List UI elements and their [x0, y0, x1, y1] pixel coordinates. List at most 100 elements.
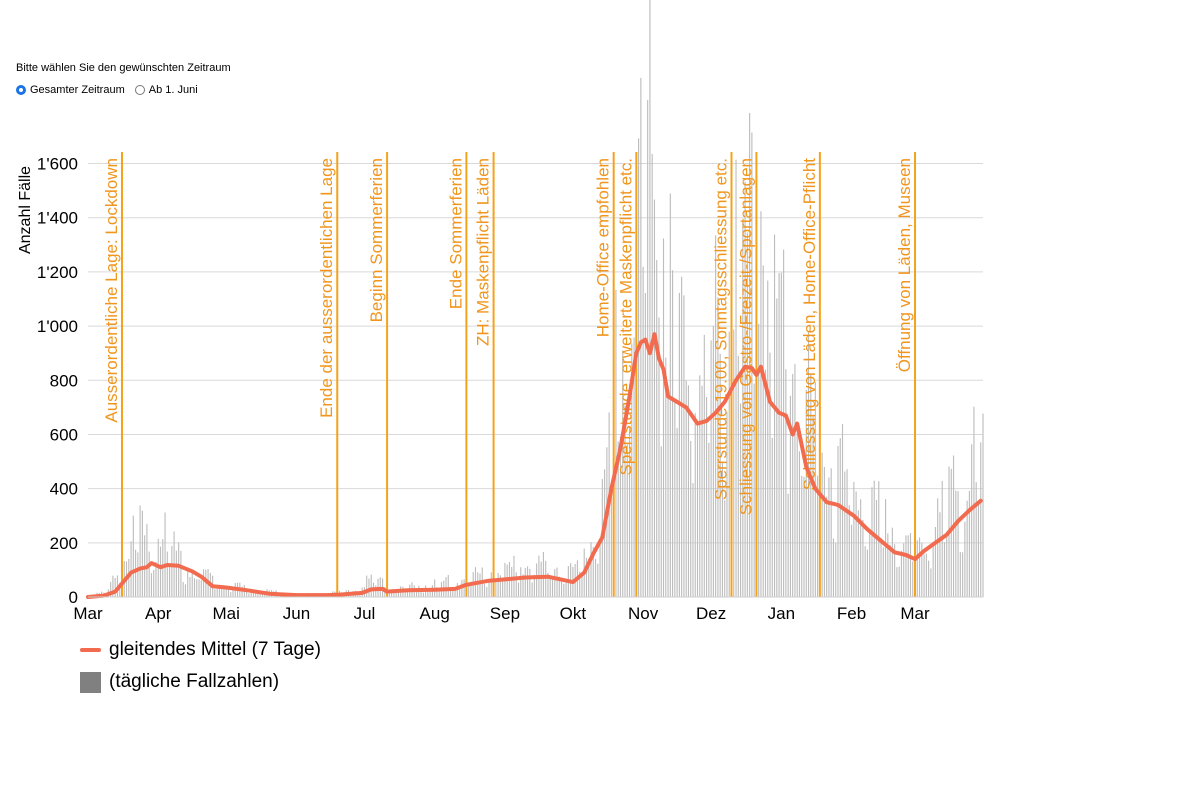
- daily-bar: [839, 438, 841, 597]
- radio-unselected-icon[interactable]: [134, 85, 145, 95]
- daily-bar: [533, 574, 535, 597]
- y-tick-label: 200: [50, 534, 78, 553]
- daily-bar: [776, 298, 778, 597]
- daily-bar: [549, 577, 551, 597]
- daily-bar: [812, 415, 814, 597]
- daily-bar: [193, 578, 196, 597]
- daily-bar: [923, 554, 925, 597]
- daily-bar: [959, 551, 961, 597]
- daily-bar: [907, 535, 909, 597]
- daily-bar: [221, 585, 223, 597]
- radio-gesamter-zeitraum[interactable]: Gesamter Zeitraum: [16, 84, 125, 96]
- daily-bar: [875, 499, 878, 597]
- daily-bar: [397, 590, 399, 597]
- daily-bar: [773, 234, 776, 597]
- daily-bar: [903, 543, 905, 597]
- daily-bar: [470, 581, 472, 597]
- daily-bar: [198, 579, 200, 597]
- daily-bar: [966, 500, 968, 597]
- daily-bar: [445, 577, 447, 597]
- daily-bar: [823, 466, 825, 597]
- daily-bar: [835, 542, 837, 597]
- daily-bar: [932, 543, 934, 597]
- daily-bar: [640, 77, 642, 597]
- daily-bar: [153, 569, 155, 597]
- daily-bar: [463, 579, 465, 597]
- daily-bar: [746, 232, 748, 597]
- daily-bar: [189, 577, 191, 597]
- daily-bar: [717, 297, 719, 597]
- x-tick-label: Nov: [628, 604, 659, 623]
- daily-bar: [146, 524, 148, 597]
- daily-bar: [753, 383, 755, 597]
- daily-bar: [649, 0, 651, 598]
- daily-bar: [119, 582, 121, 597]
- event-label: Ausserordentliche Lage: Lockdown: [102, 158, 121, 423]
- daily-bar: [515, 572, 517, 597]
- daily-bar: [429, 588, 431, 597]
- daily-bar: [934, 527, 936, 597]
- daily-bar: [921, 542, 923, 597]
- daily-bar: [672, 270, 674, 597]
- daily-bar: [542, 552, 544, 597]
- daily-bar: [137, 552, 139, 597]
- daily-bar: [937, 498, 939, 597]
- event-label: Öffnung von Läden, Museen: [895, 158, 914, 372]
- daily-bar: [905, 535, 907, 597]
- daily-bar: [798, 451, 801, 597]
- daily-bar: [250, 588, 252, 597]
- daily-bar: [737, 355, 739, 597]
- daily-bar: [699, 375, 701, 597]
- event-label: Ende Sommerferien: [446, 158, 465, 309]
- daily-bar: [771, 437, 773, 597]
- y-axis-label: Anzahl Fälle: [17, 166, 34, 254]
- daily-bar: [681, 276, 683, 597]
- daily-bar: [656, 260, 658, 597]
- daily-bar: [495, 578, 497, 597]
- radio-selected-icon[interactable]: [16, 85, 26, 95]
- radio-ab-1-juni[interactable]: Ab 1. Juni: [134, 84, 198, 96]
- daily-bar: [708, 442, 710, 597]
- y-tick-label: 600: [50, 425, 78, 444]
- daily-bar: [178, 542, 180, 597]
- daily-bar: [615, 289, 617, 597]
- daily-bar: [560, 577, 563, 597]
- daily-bar: [551, 576, 554, 597]
- daily-bar: [420, 591, 422, 597]
- daily-bar: [628, 426, 631, 597]
- daily-bar: [626, 444, 628, 597]
- daily-bar: [216, 588, 218, 597]
- legend-bar-swatch: [80, 671, 101, 693]
- y-tick-label: 1'200: [37, 263, 78, 282]
- x-tick-label: Okt: [560, 604, 587, 623]
- daily-bar: [520, 567, 522, 597]
- daily-bar: [692, 483, 694, 597]
- daily-bar: [844, 471, 846, 597]
- y-tick-label: 0: [69, 588, 78, 607]
- x-tick-label: Sep: [490, 604, 520, 623]
- daily-bar: [565, 582, 567, 597]
- daily-bar: [891, 527, 893, 597]
- legend-item-line: gleitendes Mittel (7 Tage): [80, 634, 321, 666]
- moving-average-line: [86, 332, 983, 599]
- daily-bar: [880, 537, 882, 597]
- daily-bar: [694, 413, 696, 597]
- daily-bar: [155, 561, 157, 597]
- daily-bar: [982, 413, 984, 597]
- daily-bar: [588, 558, 590, 597]
- daily-bar: [624, 405, 626, 597]
- daily-bar: [685, 380, 687, 597]
- y-tick-label: 400: [50, 480, 78, 499]
- y-tick-label: 1'400: [37, 209, 78, 228]
- event-label: Schliessung von Läden, Home-Office-Pflic…: [800, 158, 819, 491]
- daily-bar: [706, 397, 708, 597]
- daily-bar: [529, 568, 531, 597]
- event-label: Home-Office empfohlen: [594, 158, 613, 337]
- legend: gleitendes Mittel (7 Tage) (tägliche Fal…: [80, 634, 321, 698]
- daily-bar: [710, 340, 712, 597]
- daily-bar: [925, 553, 927, 597]
- daily-bar: [497, 572, 499, 597]
- daily-bar: [166, 551, 168, 597]
- daily-bar: [232, 588, 234, 597]
